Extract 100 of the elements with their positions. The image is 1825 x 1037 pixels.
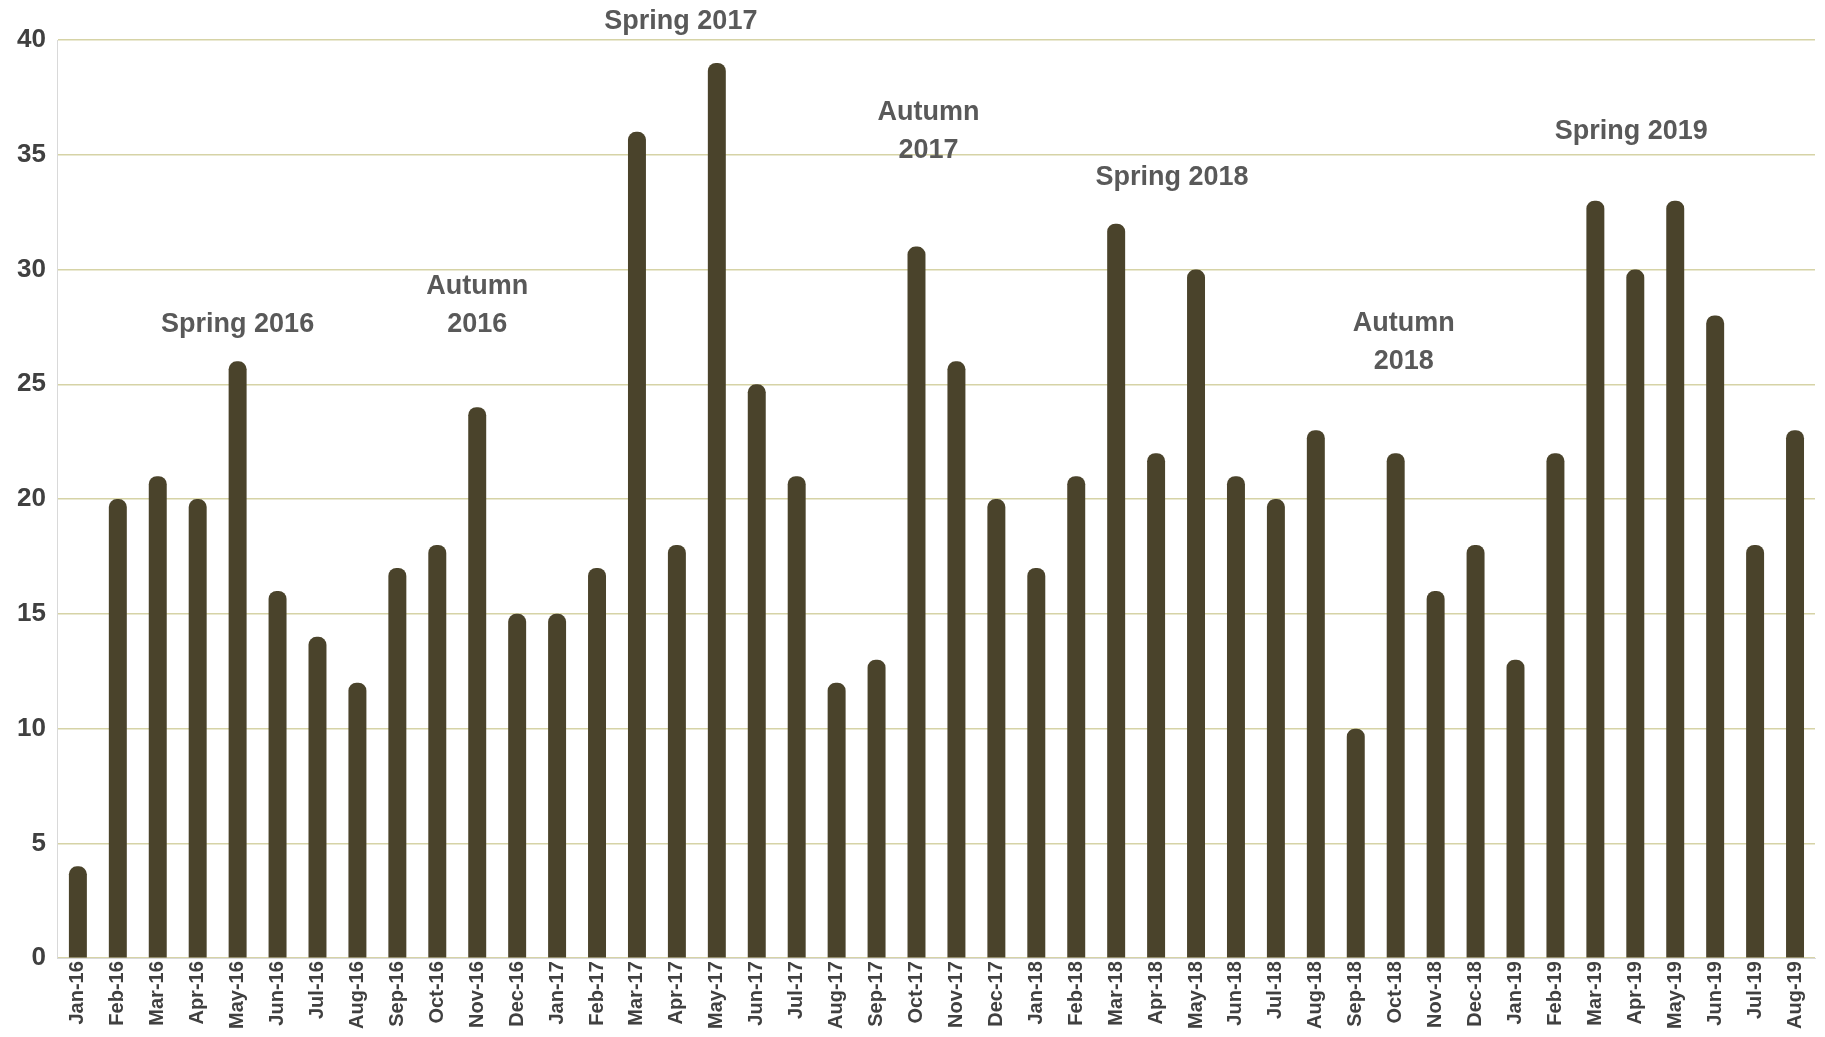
x-tick-label: Jun-18 <box>1223 961 1246 1026</box>
x-tick-label: Jan-18 <box>1023 961 1046 1025</box>
bar <box>627 131 646 958</box>
x-tick-label: May-17 <box>704 961 727 1029</box>
x-tick-label: Oct-18 <box>1383 961 1406 1024</box>
bar <box>827 682 846 958</box>
bar <box>268 590 287 958</box>
x-tick-label: Oct-16 <box>424 961 447 1024</box>
x-tick-label: Sep-16 <box>384 961 407 1027</box>
y-tick-label: 25 <box>17 367 46 398</box>
bar <box>1346 728 1365 958</box>
x-tick-label: Feb-16 <box>105 961 128 1026</box>
x-tick-label: Oct-17 <box>904 961 927 1024</box>
x-tick-label: Jul-17 <box>784 961 807 1019</box>
x-tick-label: Aug-17 <box>824 961 847 1029</box>
annotation: Autumn 2018 <box>1352 306 1455 375</box>
annotation: Autumn 2016 <box>426 270 529 339</box>
x-tick-label: Mar-18 <box>1103 961 1126 1026</box>
x-tick-label: Dec-16 <box>504 961 527 1027</box>
y-tick-label: 40 <box>17 23 46 54</box>
bar <box>1746 545 1765 958</box>
bar <box>1666 200 1685 958</box>
x-tick-label: Dec-17 <box>983 961 1006 1027</box>
bar <box>1027 567 1046 958</box>
x-tick-label: Jul-19 <box>1742 961 1765 1019</box>
bar <box>1546 453 1565 958</box>
bar <box>1586 200 1605 958</box>
x-tick-label: Apr-17 <box>664 961 687 1025</box>
bar <box>68 866 87 958</box>
x-tick-label: Jun-19 <box>1702 961 1725 1026</box>
x-tick-label: Feb-18 <box>1063 961 1086 1026</box>
bar <box>548 613 567 958</box>
x-tick-label: Nov-17 <box>943 961 966 1028</box>
x-tick-label: Nov-16 <box>464 961 487 1028</box>
text: Spring 2017 <box>604 5 758 36</box>
x-tick-label: Jun-17 <box>744 961 767 1026</box>
y-tick-label: 20 <box>17 482 46 513</box>
x-tick-label: Jan-16 <box>65 961 88 1025</box>
bar <box>1386 453 1405 958</box>
x-tick-label: May-16 <box>225 961 248 1029</box>
bar <box>1706 315 1725 958</box>
bar <box>1506 659 1525 958</box>
x-tick-label: Jun-16 <box>265 961 288 1026</box>
x-tick-label: Aug-19 <box>1782 961 1805 1029</box>
x-tick-label: Mar-19 <box>1582 961 1605 1026</box>
bar <box>388 567 407 958</box>
bar <box>348 682 367 958</box>
bar <box>188 499 207 958</box>
bar <box>1147 453 1166 958</box>
annotation: Spring 2019 <box>1554 115 1708 146</box>
bar <box>1626 269 1645 958</box>
x-tick-label: Dec-18 <box>1463 961 1486 1027</box>
bar <box>1226 476 1245 958</box>
y-tick-label: 35 <box>17 137 46 168</box>
x-tick-label: Apr-18 <box>1143 961 1166 1025</box>
bar <box>468 407 487 958</box>
bar <box>747 384 766 958</box>
x-tick-label: Jan-17 <box>544 961 567 1025</box>
x-tick-label: Mar-16 <box>145 961 168 1026</box>
bar <box>667 545 686 958</box>
bar <box>1107 223 1126 958</box>
bar <box>1306 430 1325 958</box>
bar <box>907 246 926 958</box>
bar <box>508 613 527 958</box>
x-tick-label: Mar-17 <box>624 961 647 1026</box>
bar <box>947 361 966 958</box>
bar <box>1426 590 1445 958</box>
bar <box>428 545 447 958</box>
y-tick-label: 0 <box>31 941 46 972</box>
bar <box>787 476 806 958</box>
bar <box>108 499 127 958</box>
y-tick-label: 15 <box>17 597 46 628</box>
bar <box>1466 545 1485 958</box>
bar <box>867 659 886 958</box>
y-tick-label: 10 <box>17 711 46 742</box>
bar <box>148 476 167 958</box>
x-tick-label: Jul-16 <box>305 961 327 1019</box>
annotation: Autumn 2017 <box>877 95 980 164</box>
x-tick-label: Aug-18 <box>1303 961 1326 1029</box>
x-tick-label: Aug-16 <box>344 961 367 1029</box>
annotation: Spring 2016 <box>161 308 315 339</box>
x-tick-label: Apr-19 <box>1622 961 1645 1025</box>
bar <box>707 62 726 958</box>
bar <box>987 499 1006 958</box>
x-tick-label: Feb-19 <box>1542 961 1565 1026</box>
x-tick-label: Apr-16 <box>185 961 208 1025</box>
bar <box>1067 476 1086 958</box>
bar <box>588 567 607 958</box>
bar <box>1187 269 1206 958</box>
y-tick-label: 5 <box>31 826 46 857</box>
bar <box>1266 499 1285 958</box>
x-tick-label: Nov-18 <box>1423 961 1446 1028</box>
x-tick-label: Jan-19 <box>1503 961 1526 1025</box>
x-tick-label: Jul-18 <box>1263 961 1286 1019</box>
bar <box>228 361 247 958</box>
x-tick-label: Sep-17 <box>864 961 887 1027</box>
x-tick-label: Feb-17 <box>584 961 607 1026</box>
bar <box>1786 430 1805 958</box>
x-tick-label: Sep-18 <box>1343 961 1366 1027</box>
x-tick-label: May-18 <box>1183 961 1206 1029</box>
